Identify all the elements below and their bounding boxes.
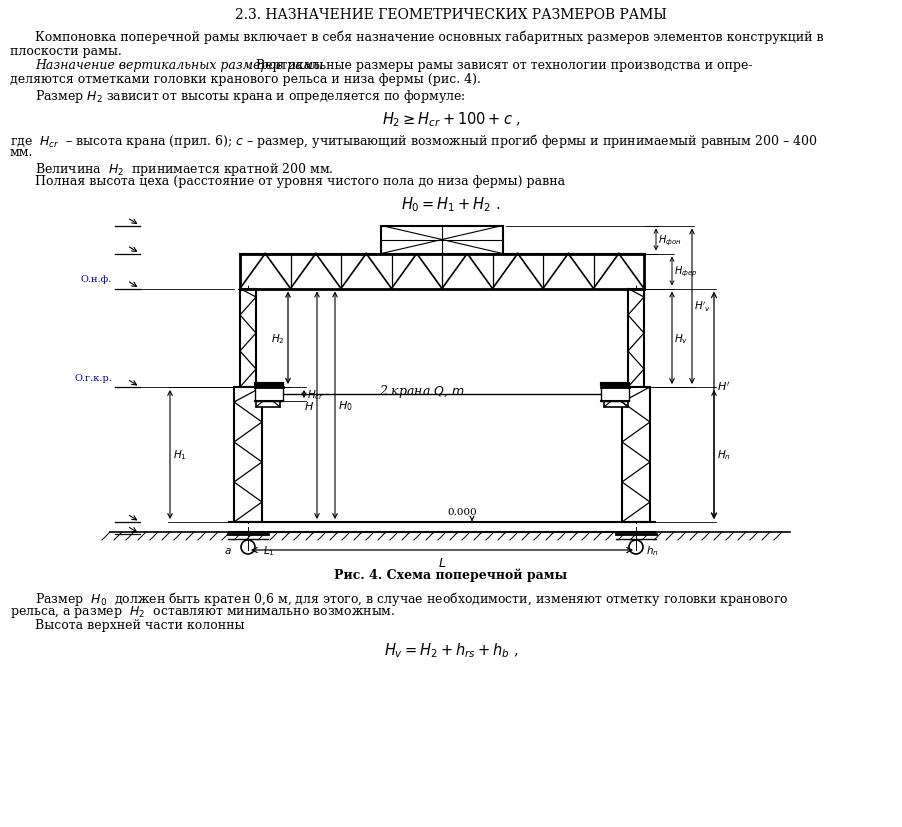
Text: Размер $H_2$ зависит от высоты крана и определяется по формуле:: Размер $H_2$ зависит от высоты крана и о… — [35, 88, 465, 105]
Text: $H_v$: $H_v$ — [674, 332, 688, 345]
Text: . Вертикальные размеры рамы зависят от технологии производства и опре-: . Вертикальные размеры рамы зависят от т… — [248, 59, 752, 72]
Bar — [628, 289, 644, 388]
Text: $H_1$: $H_1$ — [173, 448, 187, 461]
Text: $H'$: $H'$ — [717, 380, 730, 392]
Text: деляются отметками головки кранового рельса и низа фермы (рис. 4).: деляются отметками головки кранового рел… — [10, 74, 481, 86]
Text: О.н.ф.: О.н.ф. — [80, 275, 112, 284]
Text: мм.: мм. — [10, 146, 33, 160]
Text: $L$: $L$ — [437, 557, 446, 569]
Text: плоскости рамы.: плоскости рамы. — [10, 45, 122, 57]
Text: $H$: $H$ — [304, 399, 314, 412]
Bar — [255, 388, 283, 402]
Text: $L_1$: $L_1$ — [263, 543, 275, 557]
Text: $H_{фон}$: $H_{фон}$ — [658, 233, 682, 247]
Text: 2.3. НАЗНАЧЕНИЕ ГЕОМЕТРИЧЕСКИХ РАЗМЕРОВ РАМЫ: 2.3. НАЗНАЧЕНИЕ ГЕОМЕТРИЧЕСКИХ РАЗМЕРОВ … — [235, 8, 667, 22]
Text: Величина  $H_2$  принимается кратной 200 мм.: Величина $H_2$ принимается кратной 200 м… — [35, 160, 334, 178]
Text: $h_n$: $h_n$ — [646, 543, 658, 557]
Text: О.г.к.р.: О.г.к.р. — [74, 374, 112, 383]
Bar — [382, 227, 502, 254]
Bar — [622, 388, 650, 523]
Text: $a$: $a$ — [225, 545, 232, 555]
Text: $H_{фер}$: $H_{фер}$ — [674, 265, 697, 279]
Text: $H_v = H_2 + h_{rs} + h_b$ ,: $H_v = H_2 + h_{rs} + h_b$ , — [383, 640, 519, 659]
Text: Полная высота цеха (расстояние от уровня чистого пола до низа фермы) равна: Полная высота цеха (расстояние от уровня… — [35, 175, 566, 189]
Text: 2 крана $Q$, $m$: 2 крана $Q$, $m$ — [379, 382, 465, 399]
Text: $H_0 = H_1 + H_2$ .: $H_0 = H_1 + H_2$ . — [401, 195, 501, 214]
Text: 0.000: 0.000 — [447, 508, 477, 516]
Bar — [234, 388, 262, 523]
Text: $H_{cr}$: $H_{cr}$ — [307, 388, 324, 401]
Text: $H_2 \geq H_{cr} +100+ c$ ,: $H_2 \geq H_{cr} +100+ c$ , — [382, 110, 520, 128]
Bar — [601, 388, 629, 402]
Text: рельса, а размер  $H_2$  оставляют минимально возможным.: рельса, а размер $H_2$ оставляют минимал… — [10, 604, 395, 619]
Text: Рис. 4. Схема поперечной рамы: Рис. 4. Схема поперечной рамы — [335, 567, 567, 581]
Text: $h_{rp}$: $h_{rp}$ — [255, 386, 270, 400]
Bar — [240, 289, 256, 388]
Text: где  $H_{cr}$  – высота крана (прил. 6); $c$ – размер, учитывающий возможный про: где $H_{cr}$ – высота крана (прил. 6); $… — [10, 131, 818, 150]
Text: Высота верхней части колонны: Высота верхней части колонны — [35, 619, 244, 631]
Text: $H_n$: $H_n$ — [717, 448, 731, 461]
Text: Компоновка поперечной рамы включает в себя назначение основных габаритных размер: Компоновка поперечной рамы включает в се… — [35, 30, 824, 44]
Text: $H_2$: $H_2$ — [272, 332, 285, 345]
Text: Размер  $H_0$  должен быть кратен 0,6 м, для этого, в случае необходимости, изме: Размер $H_0$ должен быть кратен 0,6 м, д… — [35, 590, 789, 607]
Text: $H'_v$: $H'_v$ — [694, 300, 712, 314]
Text: $H_0$: $H_0$ — [338, 399, 353, 413]
Bar — [604, 388, 628, 408]
Text: Назначение вертикальных размеров рамы: Назначение вертикальных размеров рамы — [35, 59, 323, 72]
Bar — [256, 388, 280, 408]
